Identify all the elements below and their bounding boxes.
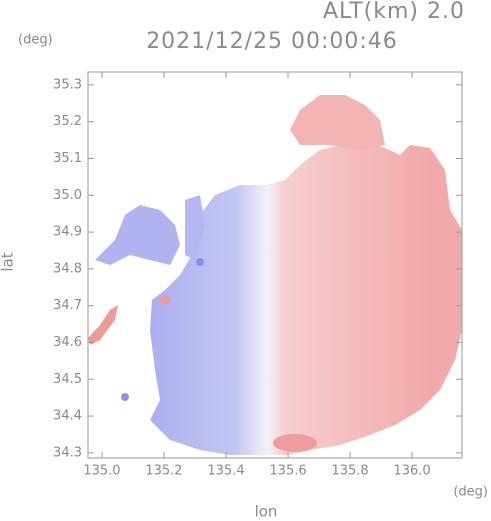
x-tick-label: 135.8 xyxy=(331,464,368,479)
x-unit: (deg) xyxy=(453,485,488,500)
y-tick-label: 35.2 xyxy=(53,114,82,129)
radar-field xyxy=(88,95,462,455)
plot-frame xyxy=(87,71,463,459)
y-tick-label: 34.7 xyxy=(53,298,82,313)
x-tick-label: 135.0 xyxy=(83,464,120,479)
y-axis-label: lat xyxy=(0,252,17,271)
y-tick-label: 34.9 xyxy=(53,225,82,240)
y-tick-label: 34.6 xyxy=(53,335,82,350)
y-tick-label: 35.0 xyxy=(53,188,82,203)
y-unit: (deg) xyxy=(18,33,53,48)
altitude: ALT(km) 2.0 xyxy=(323,0,465,24)
x-tick-label: 136.0 xyxy=(393,464,430,479)
chart-title: 2021/12/25 00:00:46 xyxy=(146,29,398,54)
y-tick-label: 34.5 xyxy=(53,372,82,387)
x-tick-label: 135.6 xyxy=(269,464,306,479)
x-tick-label: 135.2 xyxy=(145,464,182,479)
x-axis-label: lon xyxy=(255,503,278,521)
y-tick-label: 34.3 xyxy=(53,445,82,460)
x-tick-label: 135.4 xyxy=(207,464,244,479)
y-tick-label: 35.3 xyxy=(53,77,82,92)
y-tick-label: 34.4 xyxy=(53,409,82,424)
y-tick-label: 35.1 xyxy=(53,151,82,166)
y-tick-label: 34.8 xyxy=(53,261,82,276)
